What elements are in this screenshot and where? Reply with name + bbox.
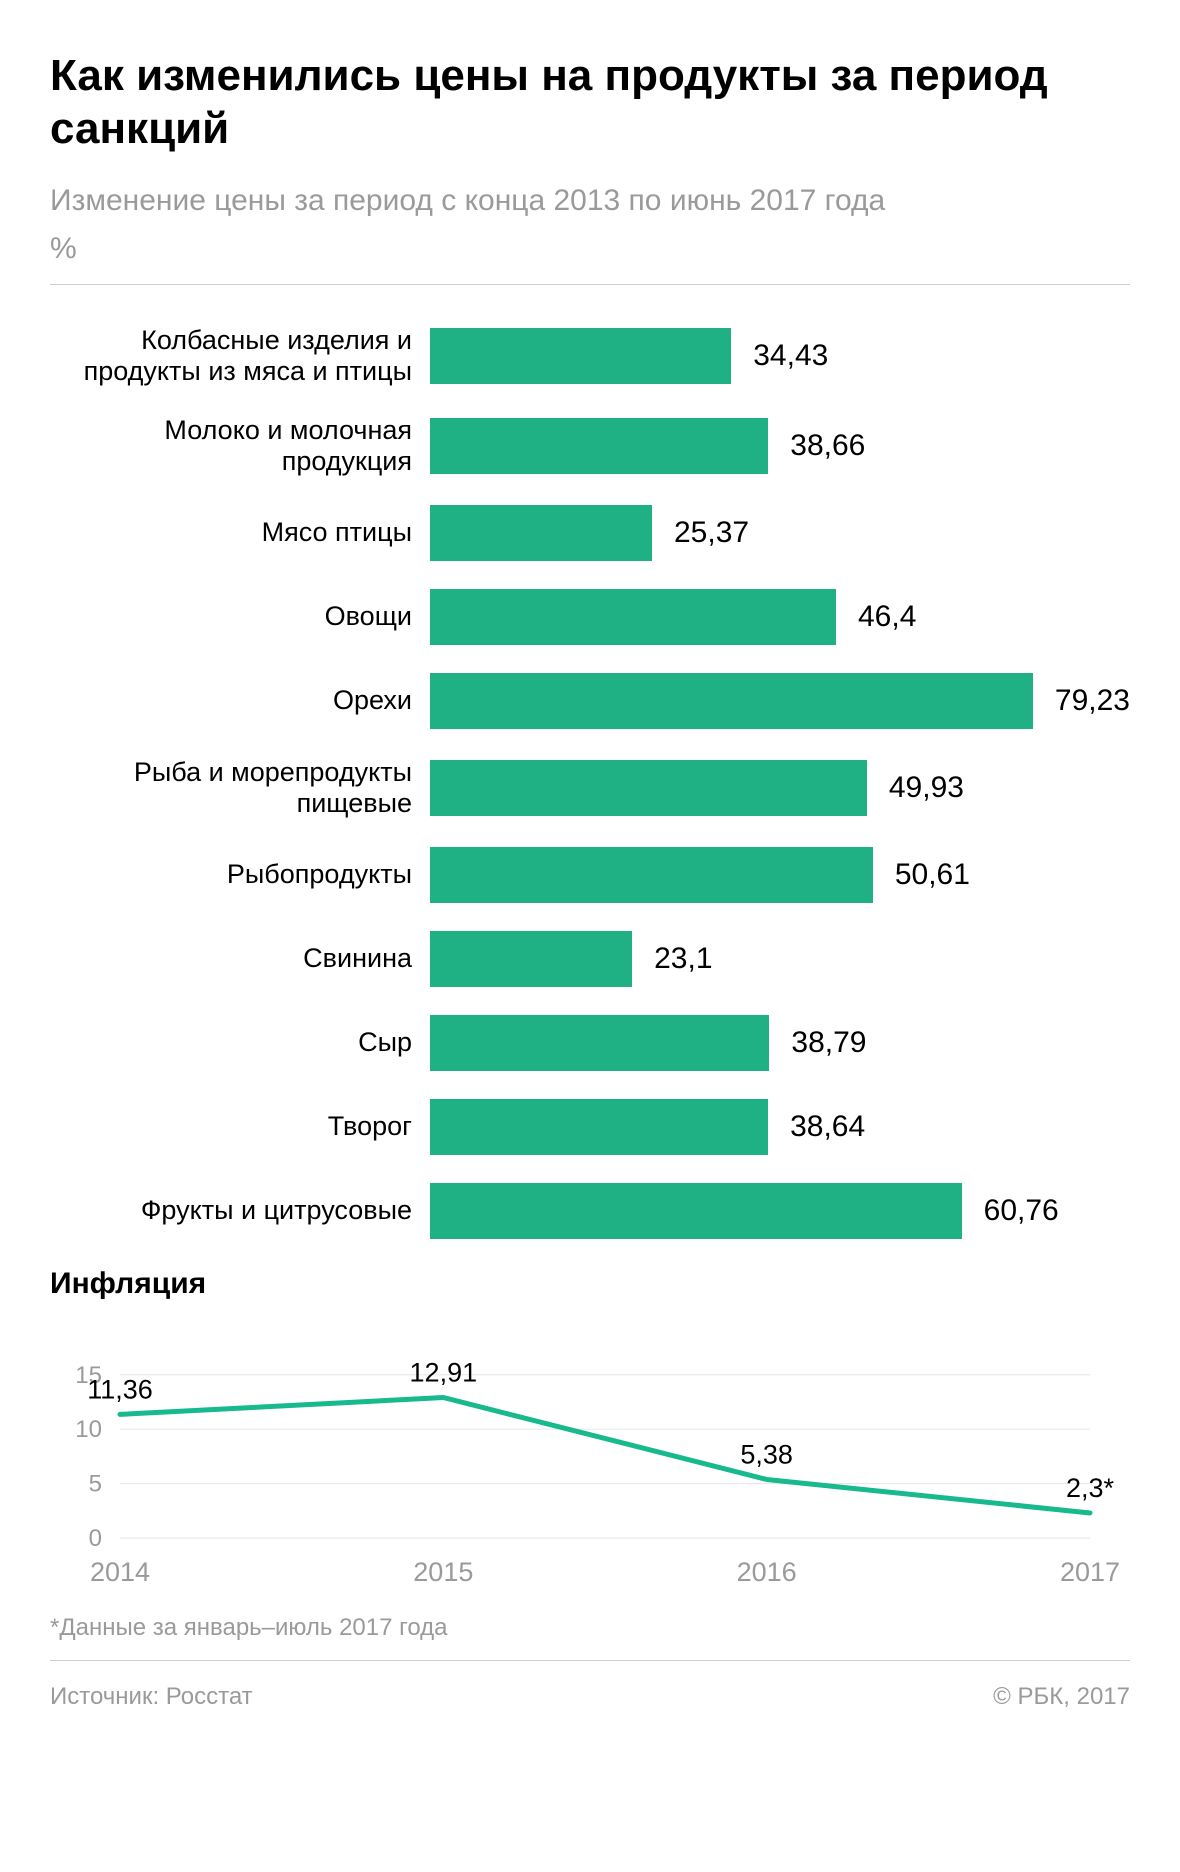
bar-label: Сыр bbox=[50, 1027, 430, 1058]
bar-track: 60,76 bbox=[430, 1183, 1130, 1239]
copyright-label: © РБК, 2017 bbox=[993, 1683, 1130, 1711]
bar-track: 38,64 bbox=[430, 1099, 1130, 1155]
bar-value: 49,93 bbox=[867, 771, 964, 805]
x-tick-label: 2016 bbox=[737, 1557, 797, 1587]
bar-row: Сыр 38,79 bbox=[50, 1015, 1130, 1071]
bar-fill bbox=[430, 760, 867, 816]
y-tick-label: 5 bbox=[89, 1470, 102, 1497]
bar-row: Творог 38,64 bbox=[50, 1099, 1130, 1155]
x-tick-label: 2014 bbox=[90, 1557, 150, 1587]
bar-value: 38,79 bbox=[769, 1026, 866, 1060]
bar-label: Рыба и морепродукты пищевые bbox=[50, 757, 430, 819]
bar-row: Рыбопродукты 50,61 bbox=[50, 847, 1130, 903]
x-tick-label: 2015 bbox=[413, 1557, 473, 1587]
bar-value: 34,43 bbox=[731, 339, 828, 373]
bar-label: Творог bbox=[50, 1111, 430, 1142]
bar-row: Молоко и молочная продукция 38,66 bbox=[50, 415, 1130, 477]
bar-label: Свинина bbox=[50, 943, 430, 974]
bar-row: Фрукты и цитрусовые 60,76 bbox=[50, 1183, 1130, 1239]
bar-track: 25,37 bbox=[430, 505, 1130, 561]
bar-value: 46,4 bbox=[836, 600, 916, 634]
bar-row: Свинина 23,1 bbox=[50, 931, 1130, 987]
bar-fill bbox=[430, 1099, 768, 1155]
point-label: 2,3* bbox=[1066, 1473, 1115, 1503]
footer-row: Источник: Росстат © РБК, 2017 bbox=[50, 1683, 1130, 1711]
bar-value: 50,61 bbox=[873, 858, 970, 892]
bar-track: 79,23 bbox=[430, 673, 1130, 729]
bar-label: Мясо птицы bbox=[50, 517, 430, 548]
bar-value: 38,66 bbox=[768, 429, 865, 463]
bar-row: Колбасные изделия и продукты из мяса и п… bbox=[50, 325, 1130, 387]
bar-label: Орехи bbox=[50, 685, 430, 716]
footer-divider bbox=[50, 1660, 1130, 1661]
y-tick-label: 10 bbox=[75, 1416, 102, 1443]
bar-value: 60,76 bbox=[962, 1194, 1059, 1228]
line-chart: 05101511,3612,915,382,3*2014201520162017 bbox=[50, 1313, 1130, 1598]
inflation-line bbox=[120, 1397, 1090, 1512]
bar-row: Рыба и морепродукты пищевые 49,93 bbox=[50, 757, 1130, 819]
bar-fill bbox=[430, 418, 768, 474]
page-title: Как изменились цены на продукты за перио… bbox=[50, 50, 1130, 156]
bar-fill bbox=[430, 673, 1033, 729]
point-label: 5,38 bbox=[740, 1439, 793, 1469]
top-divider bbox=[50, 284, 1130, 285]
bar-row: Орехи 79,23 bbox=[50, 673, 1130, 729]
bar-fill bbox=[430, 505, 652, 561]
bar-fill bbox=[430, 847, 873, 903]
bar-row: Овощи 46,4 bbox=[50, 589, 1130, 645]
bar-label: Молоко и молочная продукция bbox=[50, 415, 430, 477]
source-label: Источник: Росстат bbox=[50, 1683, 253, 1711]
bar-track: 50,61 bbox=[430, 847, 1130, 903]
bar-value: 23,1 bbox=[632, 942, 712, 976]
bar-fill bbox=[430, 1015, 769, 1071]
x-tick-label: 2017 bbox=[1060, 1557, 1120, 1587]
subtitle: Изменение цены за период с конца 2013 по… bbox=[50, 180, 1130, 222]
bar-label: Овощи bbox=[50, 601, 430, 632]
bar-fill bbox=[430, 1183, 962, 1239]
bar-label: Рыбопродукты bbox=[50, 859, 430, 890]
bar-fill bbox=[430, 328, 731, 384]
bar-fill bbox=[430, 931, 632, 987]
bar-track: 38,66 bbox=[430, 418, 1130, 474]
unit-label: % bbox=[50, 232, 1130, 266]
chart-container: Как изменились цены на продукты за перио… bbox=[0, 0, 1180, 1751]
point-label: 12,91 bbox=[410, 1357, 478, 1387]
line-chart-svg: 05101511,3612,915,382,3*2014201520162017 bbox=[50, 1313, 1130, 1593]
bar-value: 25,37 bbox=[652, 516, 749, 550]
bar-chart: Колбасные изделия и продукты из мяса и п… bbox=[50, 325, 1130, 1239]
footnote: *Данные за январь–июль 2017 года bbox=[50, 1614, 1130, 1642]
line-chart-title: Инфляция bbox=[50, 1267, 1130, 1301]
bar-label: Колбасные изделия и продукты из мяса и п… bbox=[50, 325, 430, 387]
bar-track: 46,4 bbox=[430, 589, 1130, 645]
point-label: 11,36 bbox=[87, 1374, 153, 1404]
bar-track: 34,43 bbox=[430, 328, 1130, 384]
bar-row: Мясо птицы 25,37 bbox=[50, 505, 1130, 561]
bar-label: Фрукты и цитрусовые bbox=[50, 1195, 430, 1226]
bar-track: 23,1 bbox=[430, 931, 1130, 987]
y-tick-label: 0 bbox=[89, 1525, 102, 1552]
bar-track: 49,93 bbox=[430, 760, 1130, 816]
bar-value: 38,64 bbox=[768, 1110, 865, 1144]
bar-track: 38,79 bbox=[430, 1015, 1130, 1071]
bar-fill bbox=[430, 589, 836, 645]
bar-value: 79,23 bbox=[1033, 684, 1130, 718]
